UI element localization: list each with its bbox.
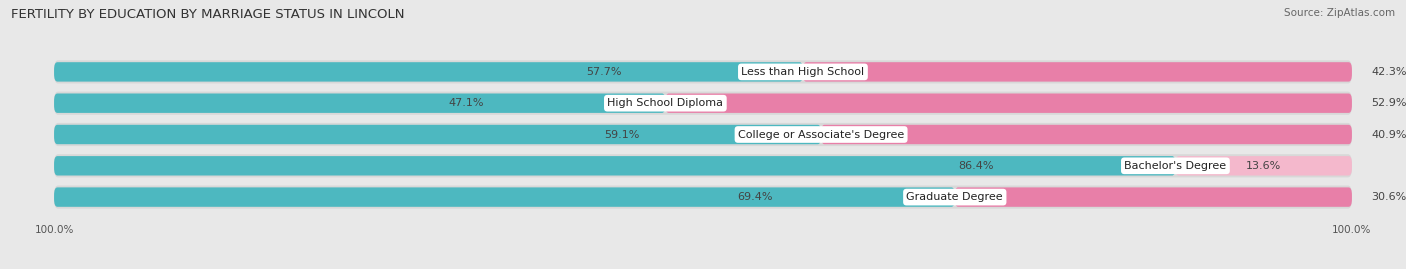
Text: High School Diploma: High School Diploma bbox=[607, 98, 723, 108]
FancyBboxPatch shape bbox=[53, 187, 955, 207]
Text: 47.1%: 47.1% bbox=[449, 98, 484, 108]
FancyBboxPatch shape bbox=[665, 94, 1353, 113]
Text: Less than High School: Less than High School bbox=[741, 67, 865, 77]
Text: 42.3%: 42.3% bbox=[1371, 67, 1406, 77]
FancyBboxPatch shape bbox=[821, 125, 1353, 144]
FancyBboxPatch shape bbox=[53, 92, 1353, 115]
FancyBboxPatch shape bbox=[53, 94, 665, 113]
Text: FERTILITY BY EDUCATION BY MARRIAGE STATUS IN LINCOLN: FERTILITY BY EDUCATION BY MARRIAGE STATU… bbox=[11, 8, 405, 21]
Text: 52.9%: 52.9% bbox=[1371, 98, 1406, 108]
FancyBboxPatch shape bbox=[53, 60, 1353, 83]
FancyBboxPatch shape bbox=[53, 123, 1353, 146]
FancyBboxPatch shape bbox=[53, 125, 821, 144]
Text: 57.7%: 57.7% bbox=[586, 67, 621, 77]
Text: 13.6%: 13.6% bbox=[1246, 161, 1281, 171]
Text: Bachelor's Degree: Bachelor's Degree bbox=[1125, 161, 1226, 171]
FancyBboxPatch shape bbox=[53, 156, 1175, 175]
Text: College or Associate's Degree: College or Associate's Degree bbox=[738, 129, 904, 140]
FancyBboxPatch shape bbox=[1175, 156, 1353, 175]
FancyBboxPatch shape bbox=[803, 62, 1353, 82]
Text: 86.4%: 86.4% bbox=[959, 161, 994, 171]
Text: 40.9%: 40.9% bbox=[1371, 129, 1406, 140]
Text: 69.4%: 69.4% bbox=[738, 192, 773, 202]
FancyBboxPatch shape bbox=[955, 187, 1353, 207]
Text: 30.6%: 30.6% bbox=[1371, 192, 1406, 202]
Text: Graduate Degree: Graduate Degree bbox=[907, 192, 1002, 202]
FancyBboxPatch shape bbox=[53, 186, 1353, 209]
FancyBboxPatch shape bbox=[53, 154, 1353, 177]
Text: Source: ZipAtlas.com: Source: ZipAtlas.com bbox=[1284, 8, 1395, 18]
Text: 59.1%: 59.1% bbox=[605, 129, 640, 140]
FancyBboxPatch shape bbox=[53, 62, 803, 82]
